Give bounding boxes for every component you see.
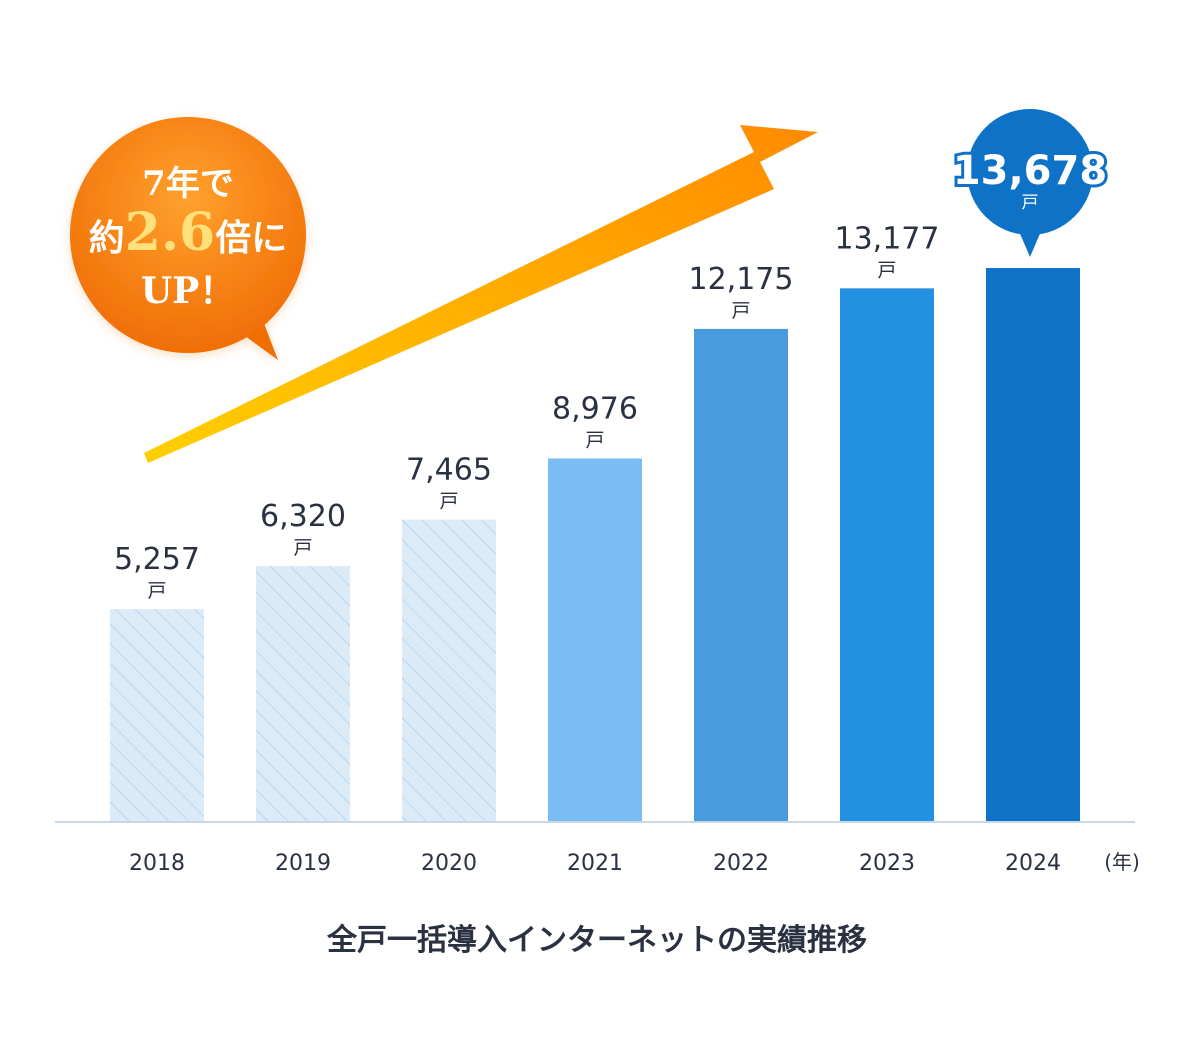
- callout-line-3: UP！: [141, 270, 235, 312]
- value-unit-2021: 戸: [585, 429, 604, 451]
- x-tick-2018: 2018: [129, 851, 185, 876]
- value-unit-2024: 戸: [1022, 193, 1039, 213]
- value-label-2020: 7,465: [406, 453, 492, 488]
- value-unit-2022: 戸: [731, 300, 750, 322]
- value-unit-2020: 戸: [439, 491, 458, 513]
- value-label-2018: 5,257: [114, 542, 200, 577]
- growth-callout: [70, 117, 306, 360]
- x-tick-2019: 2019: [275, 851, 331, 876]
- x-tick-2020: 2020: [421, 851, 477, 876]
- bar-2020: [402, 519, 496, 822]
- x-tick-2021: 2021: [567, 851, 623, 876]
- callout-ratio: 2.6: [125, 202, 215, 263]
- value-unit-2023: 戸: [877, 259, 896, 281]
- growth-arrow: [144, 125, 818, 463]
- callout-line-1: 7年で: [142, 164, 234, 204]
- callout-line-2-post: 倍に: [215, 217, 287, 259]
- bar-2019: [256, 566, 350, 822]
- value-label-2021: 8,976: [552, 391, 638, 426]
- bar-2018: [110, 609, 204, 822]
- bar-2021: [548, 458, 642, 822]
- value-label-2023: 13,177: [835, 221, 940, 256]
- value-label-2019: 6,320: [260, 499, 346, 534]
- value-unit-2018: 戸: [147, 580, 166, 602]
- highlight-bubble: [967, 109, 1093, 235]
- bar-2022: [694, 328, 788, 822]
- value-unit-2019: 戸: [293, 537, 312, 559]
- x-tick-2024: 2024: [1005, 851, 1061, 876]
- x-ticks-group: 2018 2019 2020 2021 2022 2023 2024: [129, 851, 1061, 876]
- value-label-2024: 13,678: [953, 148, 1107, 194]
- chart-title: 全戸一括導入インターネットの実績推移: [326, 923, 867, 958]
- callout-line-2: 約2.6倍に: [89, 202, 288, 263]
- bars-group: [110, 268, 1080, 822]
- callout-line-2-pre: 約: [89, 217, 125, 259]
- bar-2024: [986, 268, 1080, 822]
- x-tick-2022: 2022: [713, 851, 769, 876]
- x-tick-2023: 2023: [859, 851, 915, 876]
- highlight-bubble-tail: [1018, 229, 1042, 257]
- value-label-2022: 12,175: [689, 262, 794, 297]
- x-axis-unit: (年): [1104, 850, 1140, 874]
- value-labels-group: 5,257戸6,320戸7,465戸8,976戸12,175戸13,177戸13…: [114, 109, 1110, 602]
- bar-2023: [840, 288, 934, 822]
